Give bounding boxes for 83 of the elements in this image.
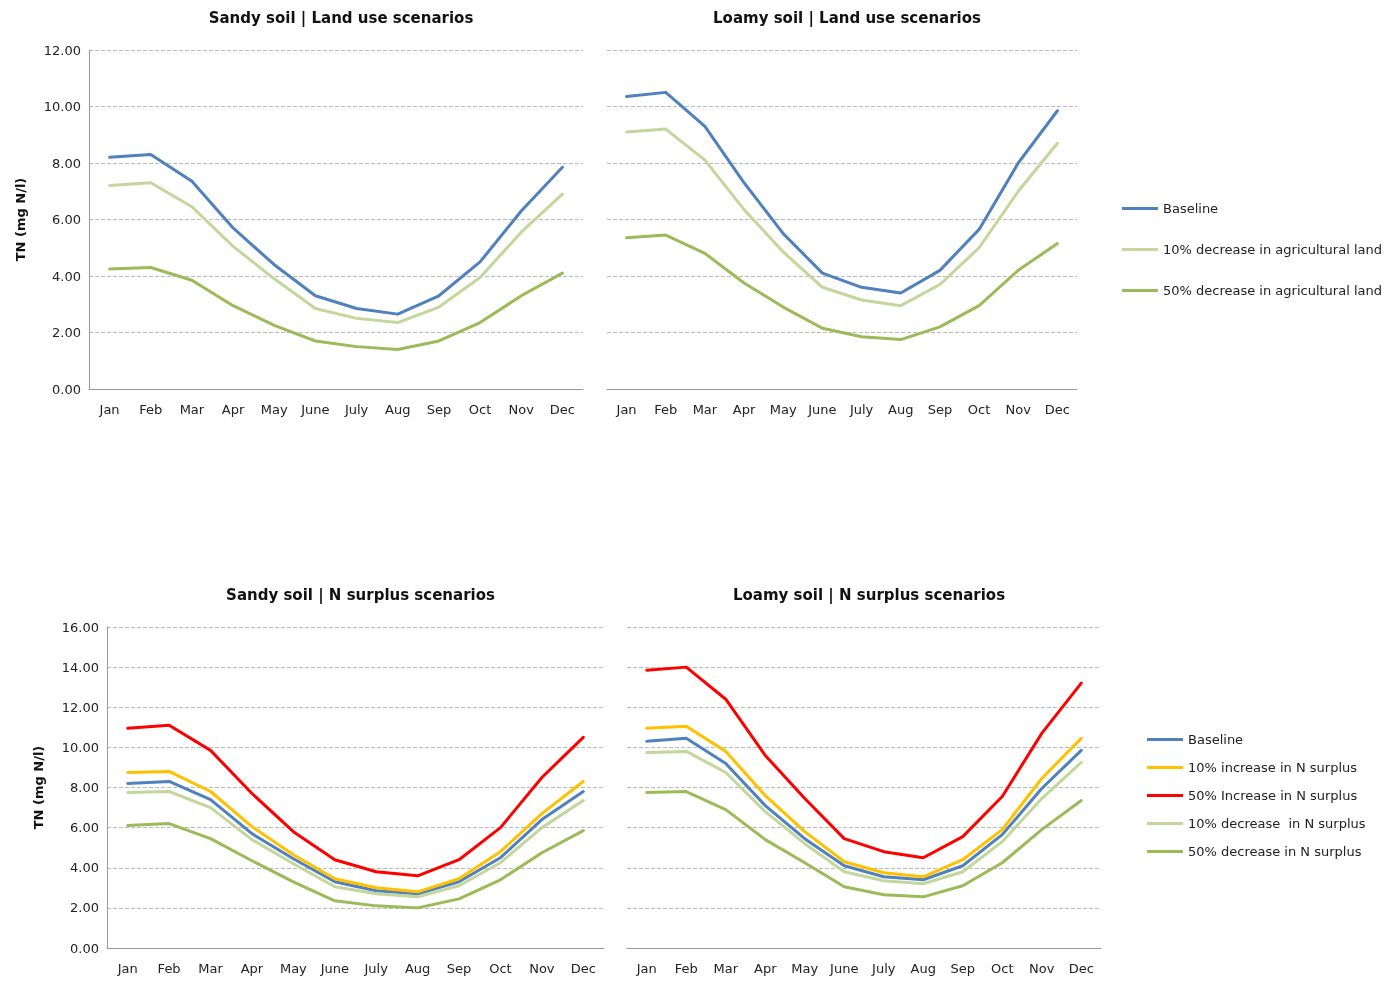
y-tick-label: 8.00 bbox=[52, 155, 81, 171]
line-series bbox=[126, 723, 585, 878]
x-tick-label: May bbox=[769, 402, 797, 417]
y-tick-label: 4.00 bbox=[70, 860, 99, 876]
legend-label: 10% decrease in N surplus bbox=[1188, 816, 1366, 831]
x-tick-label: Apr bbox=[240, 961, 264, 976]
y-axis-title: TN (mg N/l) bbox=[31, 745, 46, 830]
x-tick-label: Dec bbox=[570, 961, 596, 976]
x-tick-label: Dec bbox=[1068, 961, 1094, 976]
line-series bbox=[108, 153, 564, 316]
x-tick-label: July bbox=[363, 961, 389, 976]
x-tick-label: July bbox=[848, 402, 874, 417]
x-tick-label: June bbox=[807, 402, 837, 417]
y-tick-label: 4.00 bbox=[52, 268, 81, 284]
x-tick-label: Dec bbox=[1044, 402, 1070, 417]
x-tick-label: June bbox=[829, 961, 859, 976]
x-tick-label: Apr bbox=[732, 402, 756, 417]
x-tick-label: Sep bbox=[950, 961, 976, 976]
x-tick-label: Aug bbox=[910, 961, 936, 976]
x-tick-label: June bbox=[300, 402, 330, 417]
y-tick-label: 8.00 bbox=[70, 780, 99, 795]
chart-title: Loamy soil | Land use scenarios bbox=[713, 8, 982, 28]
chart-title: Sandy soil | Land use scenarios bbox=[208, 8, 474, 28]
x-tick-label: Jan bbox=[98, 402, 120, 417]
x-tick-label: Aug bbox=[404, 961, 431, 976]
x-tick-label: Oct bbox=[967, 402, 991, 417]
x-tick-label: Mar bbox=[179, 402, 205, 417]
line-series bbox=[126, 822, 585, 910]
x-tick-label: Apr bbox=[221, 402, 245, 417]
y-tick-label: 12.00 bbox=[43, 42, 81, 58]
y-tick-label: 16.00 bbox=[61, 619, 99, 635]
legend-label: Baseline bbox=[1163, 201, 1219, 216]
x-tick-label: May bbox=[260, 402, 288, 417]
x-tick-label: Oct bbox=[489, 961, 512, 976]
x-tick-label: Nov bbox=[1029, 961, 1055, 976]
x-tick-label: Feb bbox=[654, 402, 678, 417]
legend-label: 10% increase in N surplus bbox=[1188, 760, 1358, 775]
x-tick-label: Apr bbox=[754, 961, 778, 976]
chart-title: Loamy soil | N surplus scenarios bbox=[732, 585, 1006, 605]
y-tick-label: 14.00 bbox=[61, 659, 99, 675]
x-tick-label: June bbox=[319, 961, 349, 976]
x-tick-label: Feb bbox=[674, 961, 698, 976]
legend-label: 50% decrease in agricultural land bbox=[1163, 283, 1382, 298]
x-tick-label: Sep bbox=[446, 961, 472, 976]
chart-title: Sandy soil | N surplus scenarios bbox=[226, 585, 495, 605]
y-tick-label: 10.00 bbox=[61, 739, 99, 755]
x-tick-label: May bbox=[791, 961, 819, 976]
x-tick-label: Oct bbox=[991, 961, 1014, 976]
x-tick-label: Nov bbox=[1005, 402, 1032, 417]
y-tick-label: 6.00 bbox=[70, 820, 99, 836]
x-tick-label: Feb bbox=[157, 961, 181, 976]
x-tick-label: Mar bbox=[692, 402, 718, 417]
x-tick-label: Jan bbox=[635, 961, 657, 976]
line-series bbox=[108, 266, 564, 351]
legend-label: 50% decrease in N surplus bbox=[1188, 844, 1362, 859]
x-tick-label: Sep bbox=[927, 402, 953, 417]
y-tick-label: 6.00 bbox=[52, 212, 81, 227]
x-tick-label: Jan bbox=[116, 961, 138, 976]
x-tick-label: Mar bbox=[198, 961, 224, 976]
legend-label: 10% decrease in agricultural land bbox=[1163, 242, 1382, 257]
x-tick-label: Jan bbox=[615, 402, 637, 417]
x-tick-label: Oct bbox=[468, 402, 492, 417]
x-tick-label: May bbox=[279, 961, 308, 976]
y-tick-label: 2.00 bbox=[52, 325, 81, 340]
y-tick-label: 12.00 bbox=[61, 699, 99, 715]
x-tick-label: Aug bbox=[385, 402, 411, 417]
x-tick-label: Aug bbox=[888, 402, 914, 417]
y-tick-label: 10.00 bbox=[43, 99, 81, 114]
x-tick-label: July bbox=[343, 402, 369, 417]
legend-label: 50% Increase in N surplus bbox=[1188, 788, 1358, 803]
legend-label: Baseline bbox=[1188, 732, 1244, 747]
y-tick-label: 0.00 bbox=[70, 940, 99, 956]
line-series bbox=[108, 181, 564, 325]
x-tick-label: Dec bbox=[549, 402, 575, 417]
x-tick-label: Nov bbox=[508, 402, 535, 417]
x-tick-label: Feb bbox=[139, 402, 163, 417]
x-tick-label: Nov bbox=[529, 961, 555, 976]
x-tick-label: Sep bbox=[426, 402, 452, 417]
y-axis-title: TN (mg N/l) bbox=[13, 177, 28, 262]
y-tick-label: 2.00 bbox=[70, 900, 99, 916]
x-tick-label: July bbox=[871, 961, 896, 976]
y-tick-label: 0.00 bbox=[52, 381, 81, 397]
x-tick-label: Mar bbox=[713, 961, 739, 976]
